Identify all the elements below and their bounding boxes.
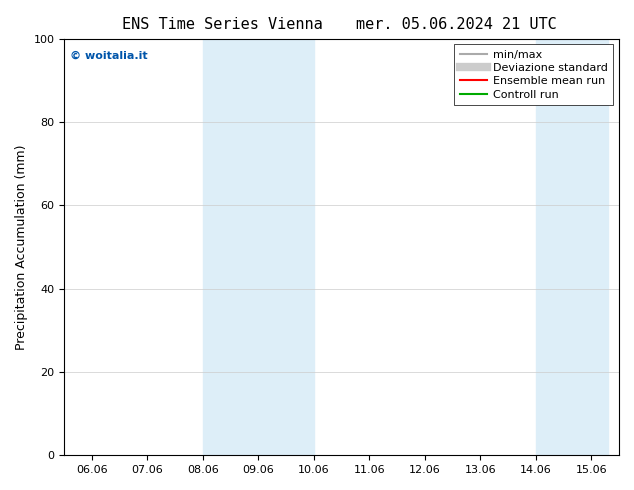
Legend: min/max, Deviazione standard, Ensemble mean run, Controll run: min/max, Deviazione standard, Ensemble m… bbox=[454, 44, 614, 105]
Bar bbox=[536, 39, 608, 455]
Y-axis label: Precipitation Accumulation (mm): Precipitation Accumulation (mm) bbox=[15, 144, 28, 350]
Text: © woitalia.it: © woitalia.it bbox=[70, 51, 148, 61]
Text: ENS Time Series Vienna: ENS Time Series Vienna bbox=[122, 17, 322, 32]
Bar bbox=[203, 39, 314, 455]
Text: mer. 05.06.2024 21 UTC: mer. 05.06.2024 21 UTC bbox=[356, 17, 557, 32]
